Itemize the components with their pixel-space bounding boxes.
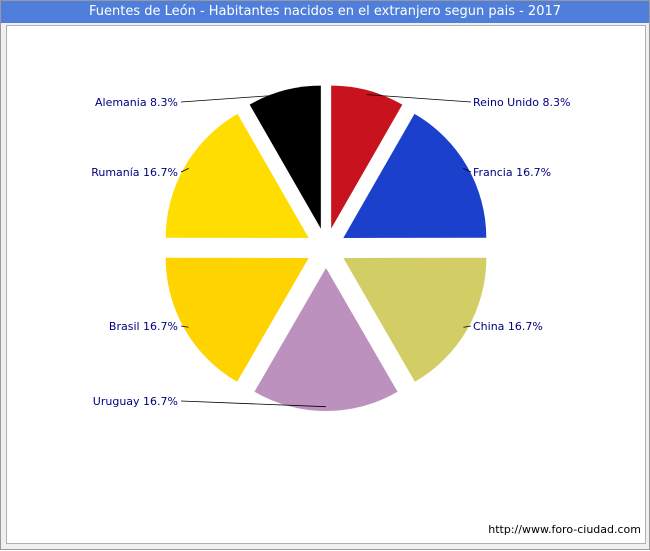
pie-slice — [343, 257, 487, 382]
pie-slice — [343, 113, 487, 238]
slice-label: Brasil 16.7% — [109, 320, 178, 333]
pie-slice — [331, 85, 403, 229]
slice-label: Rumanía 16.7% — [91, 166, 178, 179]
leader-line — [180, 94, 286, 103]
leader-line — [366, 94, 472, 103]
slice-label: China 16.7% — [473, 320, 543, 333]
slice-label: Uruguay 16.7% — [93, 395, 178, 408]
leader-line — [180, 325, 189, 328]
pie-slice — [249, 85, 321, 229]
slice-label: Reino Unido 8.3% — [473, 96, 570, 109]
leader-line — [463, 325, 472, 328]
pie-slice — [254, 268, 398, 411]
pie-slice — [165, 113, 309, 238]
leader-line — [463, 167, 472, 173]
slice-label: Francia 16.7% — [473, 166, 551, 179]
pie-slice — [165, 257, 309, 382]
source-url[interactable]: http://www.foro-ciudad.com — [488, 523, 641, 536]
slice-label: Alemania 8.3% — [95, 96, 178, 109]
leader-line — [180, 400, 327, 408]
chart-title: Fuentes de León - Habitantes nacidos en … — [1, 1, 649, 23]
leader-line — [180, 167, 189, 173]
